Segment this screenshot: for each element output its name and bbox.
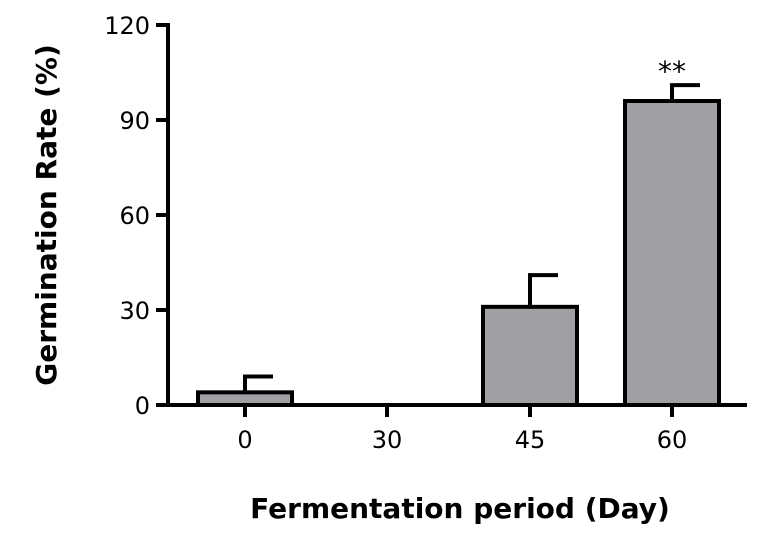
error-bar-0: [243, 374, 273, 393]
x-tick-label: 60: [657, 426, 688, 454]
x-axis-title: Fermentation period (Day): [250, 492, 670, 525]
significance-annotation: **: [658, 55, 686, 88]
x-tick-label: 45: [515, 426, 546, 454]
labels-layer: 0 30 60 90 120 0 30 45 60 **: [104, 12, 687, 454]
x-tick-label: 30: [372, 426, 403, 454]
error-bar-45: [528, 273, 558, 307]
error-bar-60: [670, 83, 700, 101]
bars-layer: [196, 99, 721, 408]
y-tick-label: 90: [119, 107, 150, 135]
x-tick-label: 0: [237, 426, 252, 454]
bar-45: [481, 304, 579, 408]
axes-layer: [156, 23, 747, 417]
y-axis-title: Germination Rate (%): [30, 44, 63, 386]
y-tick-label: 120: [104, 12, 150, 40]
y-tick-label: 30: [119, 297, 150, 325]
y-tick-label: 0: [135, 392, 150, 420]
error-bars-layer: [243, 83, 700, 393]
y-tick-label: 60: [119, 202, 150, 230]
bar-60: [623, 99, 721, 407]
